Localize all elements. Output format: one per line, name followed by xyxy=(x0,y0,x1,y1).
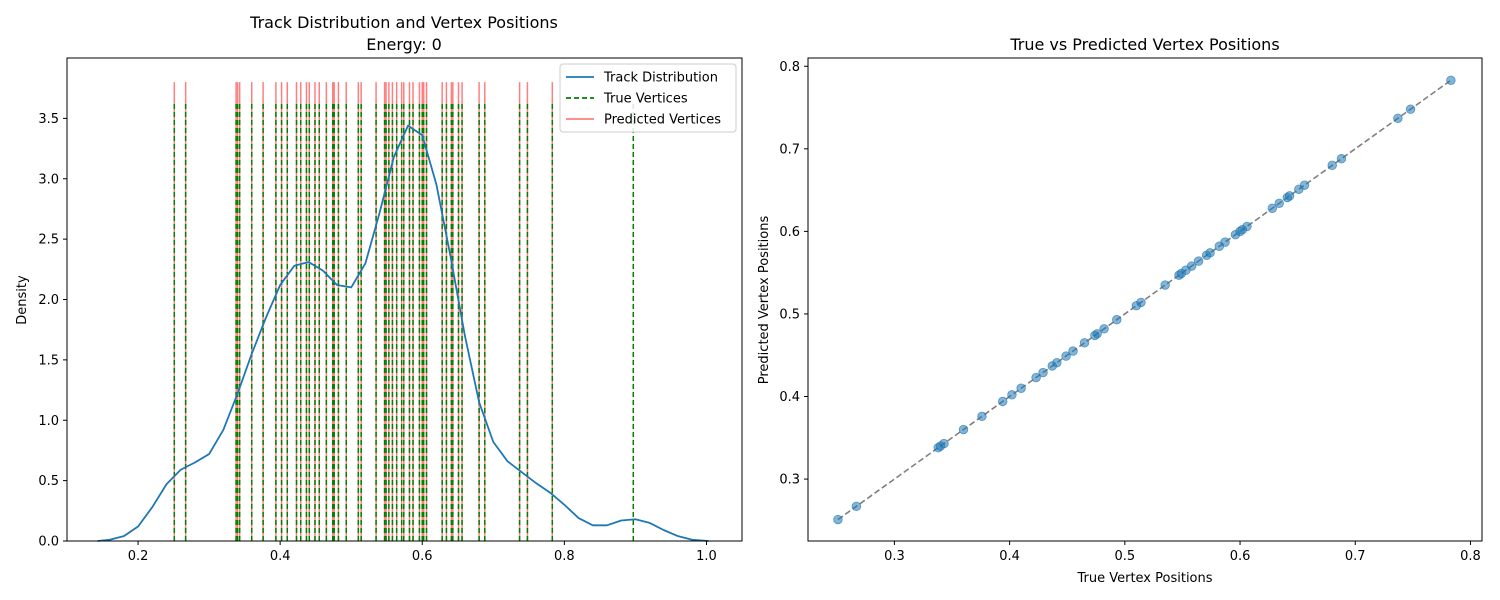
scatter-point xyxy=(833,514,843,525)
density-ytick-label: 1.0 xyxy=(38,414,59,429)
scatter-point xyxy=(1393,113,1403,123)
density-ytick-label: 0.0 xyxy=(38,535,59,550)
density-ytick-label: 0.5 xyxy=(38,474,59,489)
scatter-point xyxy=(1446,75,1456,85)
scatter-point xyxy=(1112,315,1122,325)
scatter-xtick-label: 0.3 xyxy=(884,549,905,564)
scatter-point xyxy=(1079,338,1090,348)
scatter-ticks: 0.3 0.4 0.5 0.6 0.7 0.8 0.3 0.4 0.5 0.6 0.7 0.8 xyxy=(779,60,1481,564)
scatter-point xyxy=(1031,372,1041,383)
scatter-point xyxy=(1405,104,1416,114)
scatter-point xyxy=(1160,280,1170,290)
scatter-point xyxy=(1336,154,1347,164)
scatter-ylabel: Predicted Vertex Positions xyxy=(757,216,772,385)
density-axes-frame xyxy=(66,57,743,542)
density-panel: Track Distribution and Vertex Positions … xyxy=(15,13,743,564)
scatter-point xyxy=(1220,237,1230,247)
density-xtick-label: 0.8 xyxy=(554,549,575,564)
scatter-point xyxy=(1016,383,1026,393)
scatter-point xyxy=(1038,367,1048,378)
scatter-point xyxy=(1205,248,1215,258)
scatter-ytick-label: 0.5 xyxy=(779,307,800,322)
scatter-point xyxy=(1092,329,1102,339)
legend: Track Distribution True Vertices Predict… xyxy=(559,63,737,133)
density-ytick-label: 2.5 xyxy=(38,233,59,248)
scatter-xtick-label: 0.5 xyxy=(1114,549,1135,564)
density-ylabel: Density xyxy=(15,275,30,325)
scatter-point xyxy=(1007,390,1017,400)
density-ytick-label: 2.0 xyxy=(38,293,59,308)
density-xtick-label: 0.2 xyxy=(128,549,149,564)
density-xtick-label: 1.0 xyxy=(696,549,717,564)
legend-box xyxy=(559,63,737,133)
density-curve-layer xyxy=(97,124,709,542)
scatter-ytick-label: 0.8 xyxy=(779,60,800,75)
scatter-chart-title: True vs Predicted Vertex Positions xyxy=(1009,35,1279,54)
scatter-point xyxy=(1186,261,1197,271)
scatter-ytick-label: 0.7 xyxy=(779,142,800,157)
scatter-points xyxy=(833,75,1456,525)
scatter-point xyxy=(1284,191,1295,201)
scatter-point xyxy=(1193,256,1204,266)
scatter-xlabel: True Vertex Positions xyxy=(1076,571,1212,586)
scatter-point xyxy=(998,396,1008,407)
scatter-point xyxy=(939,438,949,449)
scatter-point xyxy=(1267,203,1278,213)
scatter-panel: True vs Predicted Vertex Positions True … xyxy=(757,35,1483,586)
scatter-axes-frame xyxy=(807,57,1483,542)
density-xtick-label: 0.4 xyxy=(270,549,291,564)
scatter-ytick-label: 0.4 xyxy=(779,390,800,405)
legend-label-predicted-vertices: Predicted Vertices xyxy=(604,113,721,128)
scatter-xtick-label: 0.8 xyxy=(1460,549,1481,564)
density-ytick-label: 1.5 xyxy=(38,353,59,368)
density-ytick-label: 3.5 xyxy=(38,112,59,127)
scatter-ytick-label: 0.3 xyxy=(779,473,800,488)
density-chart-title: Track Distribution and Vertex Positions xyxy=(249,13,558,32)
scatter-xtick-label: 0.6 xyxy=(1230,549,1251,564)
scatter-point xyxy=(1052,357,1062,368)
scatter-xtick-label: 0.4 xyxy=(999,549,1020,564)
scatter-xtick-label: 0.7 xyxy=(1345,549,1366,564)
density-xtick-label: 0.6 xyxy=(412,549,433,564)
scatter-point xyxy=(958,424,969,435)
scatter-point xyxy=(1327,160,1337,171)
legend-label-track-distribution: Track Distribution xyxy=(603,71,718,86)
scatter-point xyxy=(1274,198,1284,209)
scatter-point xyxy=(1299,180,1310,190)
scatter-point xyxy=(1136,297,1146,308)
scatter-point xyxy=(851,501,862,512)
scatter-point xyxy=(1061,351,1071,361)
scatter-point xyxy=(1242,221,1252,232)
scatter-ytick-label: 0.6 xyxy=(779,225,800,240)
track-distribution-curve xyxy=(97,124,709,542)
density-ticks: 0.2 0.4 0.6 0.8 1.0 0.0 0.5 1.0 1.5 2.0 2.5 3.0 3.5 xyxy=(38,112,717,564)
scatter-point xyxy=(1068,346,1078,356)
scatter-point xyxy=(1099,324,1109,334)
density-ytick-label: 3.0 xyxy=(38,172,59,187)
legend-label-true-vertices: True Vertices xyxy=(603,92,688,107)
density-chart-subtitle: Energy: 0 xyxy=(366,35,442,54)
vertex-lines xyxy=(173,82,635,541)
scatter-point xyxy=(977,411,987,422)
